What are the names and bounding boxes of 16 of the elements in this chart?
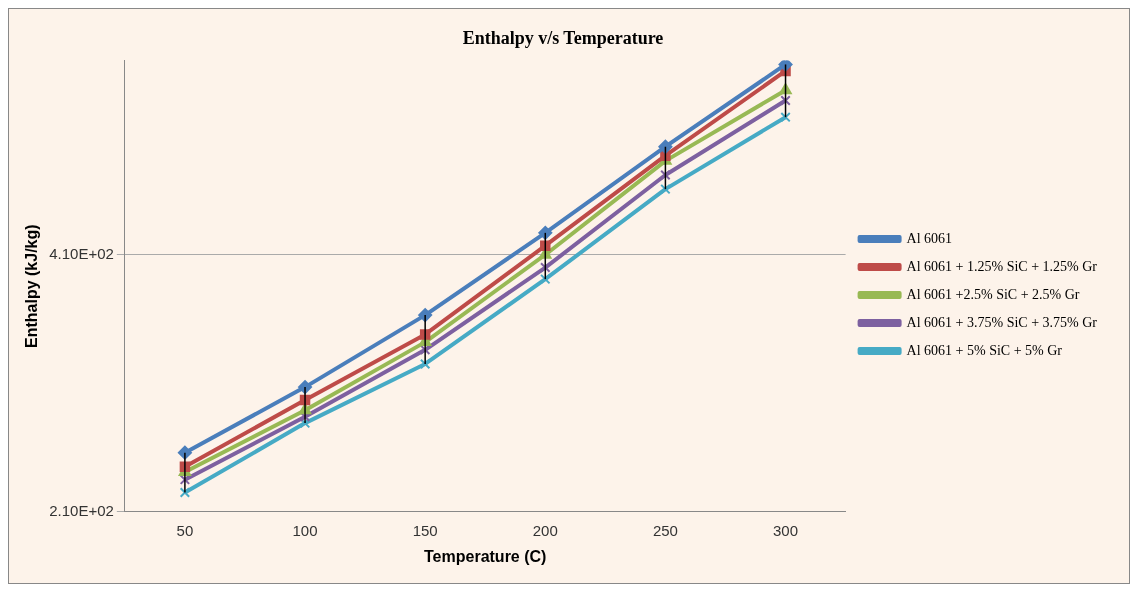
x-tick-label: 300 (773, 521, 799, 539)
y-tick-label: 2.10E+02 (49, 501, 114, 519)
x-tick-label: 100 (292, 521, 318, 539)
x-tick-label: 50 (176, 521, 194, 539)
x-tick-label: 200 (532, 521, 558, 539)
x-tick-label: 250 (652, 521, 678, 539)
legend-label: Al 6061 + 5% SiC + 5% Gr (906, 342, 1063, 358)
legend-label: Al 6061 + 1.25% SiC + 1.25% Gr (906, 258, 1098, 274)
legend-label: Al 6061 +2.5% SiC + 2.5% Gr (906, 286, 1080, 302)
y-axis-title: Enthalpy (kJ/kg) (23, 224, 41, 348)
x-tick-label: 150 (412, 521, 438, 539)
chart-title: Enthalpy v/s Temperature (462, 28, 664, 49)
legend-label: Al 6061 (906, 230, 953, 246)
y-tick-label: 4.10E+02 (49, 244, 114, 262)
legend-label: Al 6061 + 3.75% SiC + 3.75% Gr (906, 314, 1098, 330)
x-axis-title: Temperature (C) (424, 547, 547, 565)
